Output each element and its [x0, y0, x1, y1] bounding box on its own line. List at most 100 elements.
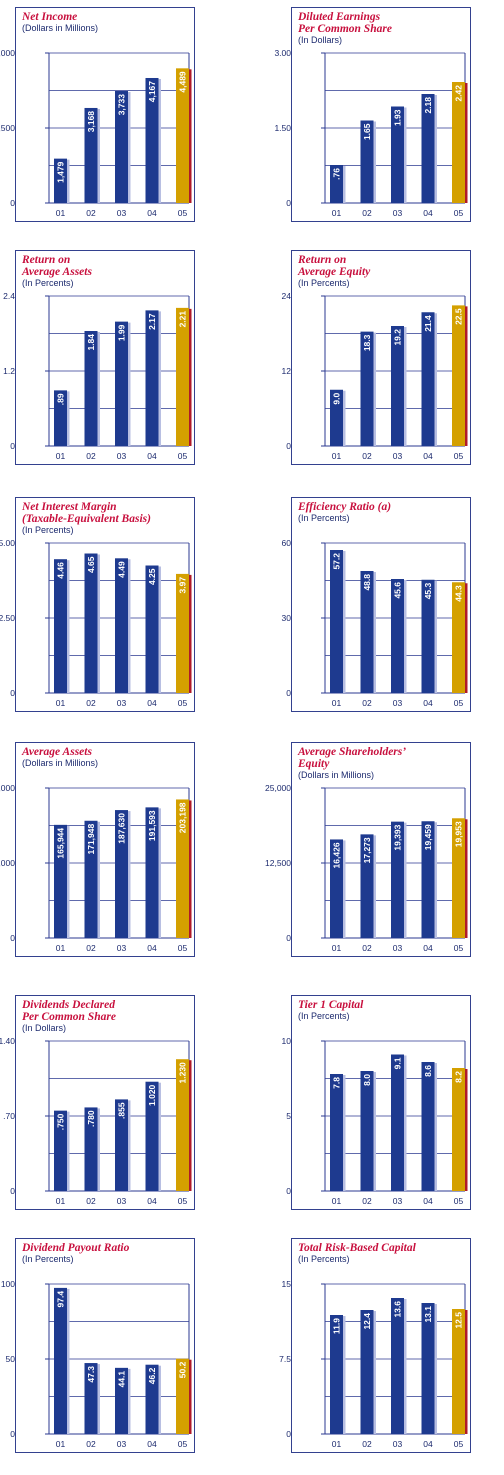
data-label: 191,593 — [147, 810, 157, 841]
bar-chart: 0 110,000 220,000 165,944 01 171,948 02 187,630… — [0, 783, 192, 953]
y-tick-label: 0 — [286, 933, 291, 943]
bar — [176, 307, 189, 446]
chart-title: Net Income (Dollars in Millions) — [22, 11, 192, 34]
bar — [54, 390, 67, 446]
bar — [391, 106, 404, 203]
bar — [115, 321, 128, 446]
bar — [421, 579, 435, 693]
bar-shadow — [434, 313, 437, 446]
data-label: 3,168 — [86, 111, 96, 133]
x-tick-label: 01 — [56, 698, 66, 708]
bar — [391, 1298, 404, 1434]
chart-title: Dividends Declared Per Common Share (In Do… — [22, 999, 192, 1034]
y-tick-label: 0 — [10, 933, 15, 943]
chart-subtitle: (In Percents) — [22, 1254, 74, 1264]
bar-shadow — [465, 819, 468, 938]
bar-shadow — [373, 835, 376, 938]
bar-shadow — [434, 1304, 437, 1434]
y-tick-label: 12 — [282, 366, 292, 376]
chart-title-line: (Taxable-Equivalent Basis) — [22, 513, 151, 525]
x-tick-label: 01 — [332, 1439, 342, 1449]
x-tick-label: 04 — [423, 1196, 433, 1206]
bar — [145, 565, 159, 693]
data-label: 2.21 — [178, 311, 188, 328]
bar-shadow — [189, 1060, 192, 1191]
bar — [84, 331, 98, 446]
bar-shadow — [128, 1368, 131, 1434]
data-label: 1.65 — [362, 123, 372, 140]
bar-shadow — [97, 554, 100, 693]
data-label: 2.42 — [454, 85, 464, 102]
data-label: 187,630 — [117, 813, 127, 844]
bar-shadow — [128, 322, 131, 446]
x-tick-label: 01 — [332, 451, 342, 461]
chart-title-line: Diluted Earnings — [298, 11, 381, 23]
data-label: 19,393 — [393, 824, 403, 850]
x-tick-label: 03 — [393, 1439, 403, 1449]
bar-shadow — [67, 391, 70, 446]
data-label: 16,426 — [332, 842, 342, 868]
chart-panel: Average Shareholders’ Equity (Dollars in M… — [265, 742, 471, 957]
chart-subtitle: (In Dollars) — [22, 1023, 67, 1033]
data-label: 1.93 — [393, 109, 403, 126]
bar-shadow — [158, 78, 161, 203]
bar-chart: 0 2,500 5,000 1,479 01 3,168 02 3,733 03 4,167 04 4… — [0, 48, 192, 218]
x-tick-label: 03 — [117, 1439, 127, 1449]
chart-panel: Dividends Declared Per Common Share (In Do… — [0, 995, 195, 1210]
x-tick-label: 05 — [454, 1439, 464, 1449]
x-tick-label: 02 — [362, 698, 372, 708]
bar-shadow — [404, 822, 407, 938]
y-tick-label: 1.2 — [3, 366, 15, 376]
bar — [115, 91, 128, 203]
bar — [452, 582, 465, 693]
bar — [421, 821, 435, 938]
chart-title: Dividend Payout Ratio (In Percents) — [22, 1242, 192, 1265]
bar-shadow — [189, 1359, 192, 1434]
y-tick-label: 12,500 — [265, 858, 291, 868]
bar — [115, 810, 128, 938]
chart-title: Return on Average Equity (In Percents) — [298, 254, 468, 289]
data-label: 12.5 — [454, 1312, 464, 1329]
data-label: 7.8 — [332, 1077, 342, 1089]
y-tick-label: 1.40 — [0, 1036, 15, 1046]
bar-shadow — [97, 1108, 100, 1191]
chart-subtitle: (In Percents) — [22, 525, 74, 535]
data-label: 9.1 — [393, 1057, 403, 1069]
bar-shadow — [465, 83, 468, 203]
y-tick-label: 25,000 — [265, 783, 291, 793]
chart-panel: Net Interest Margin (Taxable-Equivalent B… — [0, 497, 195, 712]
y-tick-label: 0 — [286, 1429, 291, 1439]
bar — [391, 821, 404, 938]
data-label: 3.97 — [178, 577, 188, 594]
x-tick-label: 05 — [454, 943, 464, 953]
data-label: 1.230 — [178, 1062, 188, 1084]
y-tick-label: 15 — [282, 1279, 292, 1289]
bar-shadow — [158, 1082, 161, 1191]
chart-title-line: Dividends Declared — [22, 999, 115, 1011]
data-label: 44.3 — [454, 585, 464, 602]
x-tick-label: 05 — [178, 1196, 188, 1206]
bar — [54, 824, 67, 938]
bar — [115, 1099, 128, 1191]
bar-chart: 0 12 24 9.0 01 18.3 02 19.2 03 21.4 04 22.5 05 — [282, 291, 468, 461]
bar — [54, 1287, 67, 1434]
bar — [330, 550, 343, 693]
x-tick-label: 03 — [393, 698, 403, 708]
chart-title-line: Average Shareholders’ — [298, 746, 407, 758]
bar — [421, 1303, 435, 1434]
bar-shadow — [404, 1299, 407, 1434]
x-tick-label: 04 — [423, 698, 433, 708]
x-tick-label: 04 — [423, 208, 433, 218]
data-label: .750 — [56, 1113, 66, 1130]
data-label: 45.6 — [393, 582, 403, 599]
bar — [176, 68, 189, 203]
data-label: 48.8 — [362, 574, 372, 591]
y-tick-label: 5 — [286, 1111, 291, 1121]
x-tick-label: 05 — [178, 698, 188, 708]
chart-title-line: Per Common Share — [298, 23, 392, 35]
data-label: 4,489 — [178, 71, 188, 93]
bar-shadow — [97, 332, 100, 446]
y-tick-label: 2.4 — [3, 291, 15, 301]
y-tick-label: 2,500 — [0, 123, 15, 133]
y-tick-label: 10 — [282, 1036, 292, 1046]
